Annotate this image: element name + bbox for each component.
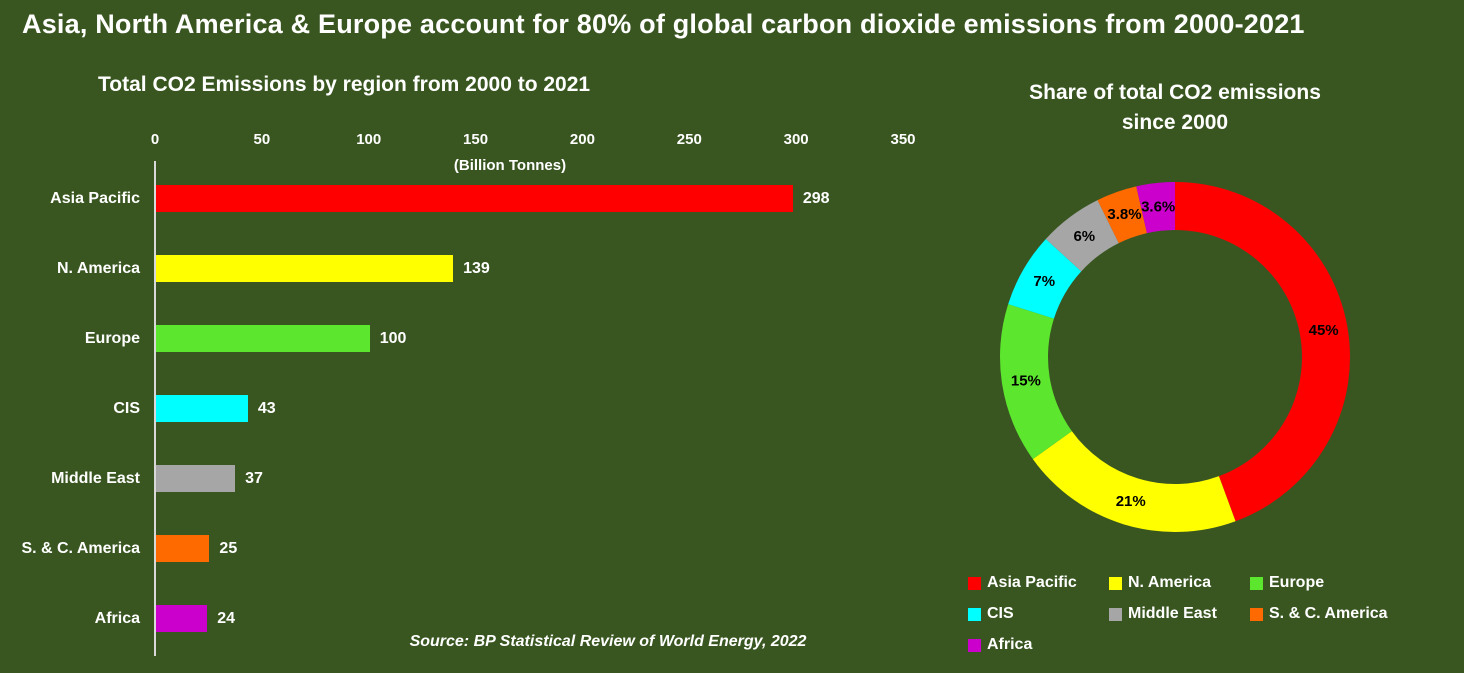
legend-item: N. America [1109, 572, 1250, 594]
legend-item: Asia Pacific [968, 572, 1109, 594]
category-label: S. & C. America [21, 540, 140, 557]
value-label: 298 [802, 190, 830, 207]
bar [156, 535, 210, 562]
donut-chart-title: Share of total CO2 emissions since 2000 [975, 78, 1375, 138]
legend-swatch [968, 607, 981, 621]
category-label: Asia Pacific [50, 190, 140, 207]
x-tick-label: 300 [783, 131, 809, 148]
legend-label: S. & C. America [1269, 605, 1388, 622]
slice-label: 7% [1033, 273, 1055, 290]
donut-segment [1008, 238, 1082, 319]
page-title: Asia, North America & Europe account for… [22, 9, 1305, 39]
legend-item: Europe [1250, 572, 1388, 594]
legend-item: CIS [968, 603, 1109, 625]
slice-label: 15% [1011, 372, 1041, 389]
bar [156, 395, 248, 422]
x-tick-label: 350 [890, 131, 916, 148]
slice-label: 3.6% [1141, 198, 1175, 215]
donut-segment [1136, 182, 1175, 234]
source-note: Source: BP Statistical Review of World E… [409, 633, 807, 650]
donut-title-line-2: since 2000 [1121, 111, 1229, 134]
slice-label: 3.8% [1107, 206, 1141, 223]
category-label: CIS [113, 400, 140, 417]
x-axis-unit-label: (Billion Tonnes) [453, 157, 567, 174]
donut-rings: 45% 21% 15% 7% 6% 3.8% 3.6% [1000, 182, 1350, 532]
category-label: N. America [57, 260, 140, 277]
value-label: 139 [463, 260, 490, 277]
value-label: 25 [219, 540, 238, 557]
y-axis-line [154, 161, 156, 656]
bar [156, 185, 793, 212]
value-label: 24 [217, 610, 236, 627]
category-label: Middle East [51, 470, 140, 487]
legend-swatch [1109, 576, 1122, 590]
legend-label: N. America [1128, 574, 1211, 591]
donut-segment [1175, 182, 1350, 522]
category-label: Africa [94, 610, 140, 627]
legend-item: Middle East [1109, 603, 1250, 625]
x-tick-label: 50 [253, 131, 271, 148]
bar [156, 465, 236, 492]
slice-label: 45% [1309, 322, 1339, 339]
donut-segment [1045, 200, 1119, 272]
legend-label: Europe [1269, 574, 1325, 591]
x-tick-label: 250 [676, 131, 702, 148]
value-label: 43 [257, 400, 276, 417]
bar [156, 605, 208, 632]
legend-swatch [1109, 607, 1122, 621]
donut-segment [1097, 186, 1147, 244]
x-tick-label: 0 [150, 131, 160, 148]
slice-label: 6% [1073, 228, 1095, 245]
bar-chart-title: Total CO2 Emissions by region from 2000 … [98, 73, 591, 96]
donut-segment [1000, 304, 1072, 460]
bar [156, 325, 370, 352]
legend-label: Asia Pacific [987, 574, 1077, 591]
x-tick-label: 100 [356, 131, 382, 148]
legend-item: Africa [968, 634, 1109, 656]
legend-swatch [968, 576, 981, 590]
legend-item: S. & C. America [1250, 603, 1388, 625]
slice-label: 21% [1116, 493, 1146, 510]
legend-swatch [1250, 607, 1263, 621]
x-tick-label: 150 [463, 131, 489, 148]
donut-title-line-1: Share of total CO2 emissions [1029, 81, 1321, 104]
donut-segment [1032, 431, 1236, 532]
legend-label: Middle East [1128, 605, 1217, 622]
legend-swatch [968, 638, 981, 652]
category-label: Europe [84, 330, 140, 347]
bar [156, 255, 454, 282]
legend: Asia Pacific N. America Europe CIS Middle Ea… [968, 572, 1388, 656]
legend-label: CIS [987, 605, 1014, 622]
value-label: 37 [245, 470, 263, 487]
value-label: 100 [379, 330, 407, 347]
x-tick-label: 200 [569, 131, 595, 148]
legend-swatch [1250, 576, 1263, 590]
legend-label: Africa [987, 636, 1033, 653]
